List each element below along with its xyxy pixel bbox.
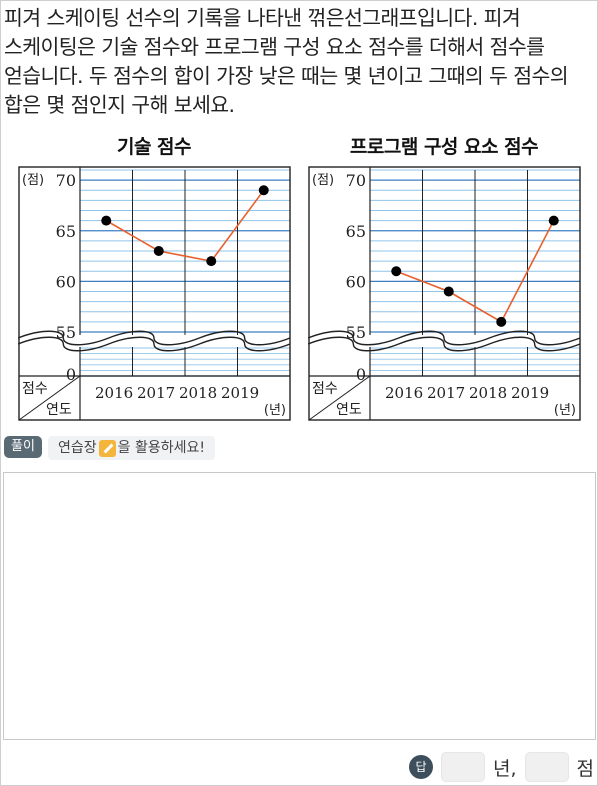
data-point-2019	[548, 215, 559, 226]
corner-diagonal	[18, 375, 81, 421]
x-tick-label: 2016	[95, 384, 133, 402]
question-text: 피겨 스케이팅 선수의 기록을 나타낸 꺾은선그래프입니다. 피겨 스케이팅은 …	[4, 6, 569, 117]
x-tick-label: 2016	[385, 384, 423, 402]
x-tick-label: 2017	[427, 384, 465, 402]
y-tick-label: 70	[346, 171, 366, 190]
break-wave-top	[308, 330, 581, 346]
y-tick-label: 55	[56, 323, 76, 342]
x-tick-label: 2018	[179, 384, 217, 402]
y-tick-label: 70	[56, 171, 76, 190]
corner-label-year: 연도	[46, 402, 72, 418]
x-tick-label: 2019	[221, 384, 259, 402]
answer-year-unit: 년,	[492, 757, 517, 780]
x-tick-label: 2019	[511, 384, 549, 402]
data-point-2017	[153, 246, 164, 256]
y-tick-label: 60	[56, 272, 76, 291]
answer-score-input[interactable]	[524, 752, 569, 782]
chart-title-program: 프로그램 구성 요소 점수	[349, 136, 539, 158]
break-wave-bottom	[308, 336, 581, 352]
x-tick-label: 2018	[469, 384, 507, 402]
solution-label: 풀이	[4, 436, 42, 458]
break-wave-top	[18, 330, 291, 346]
data-point-2018	[496, 316, 507, 327]
y-tick-label: 65	[346, 222, 366, 241]
data-point-2017	[443, 286, 454, 297]
x-unit-label: (년)	[554, 403, 576, 418]
y-tick-label: 55	[346, 323, 366, 342]
answer-year-input[interactable]	[440, 752, 485, 782]
x-tick-label: 2017	[137, 384, 175, 402]
answer-badge: 답	[408, 755, 433, 779]
hint-text-before: 연습장	[58, 440, 97, 456]
series-line	[395, 220, 555, 323]
chart-frame	[18, 166, 291, 421]
series-line	[105, 189, 265, 263]
y-unit-label: (점)	[312, 173, 334, 188]
break-wave-bottom	[18, 336, 291, 352]
notepad-icon	[98, 439, 116, 457]
data-point-2019	[258, 185, 269, 196]
corner-label-score: 점수	[22, 381, 48, 397]
chart-frame	[308, 166, 581, 421]
answer-score-unit: 점	[576, 757, 594, 780]
y-tick-label: 0	[66, 365, 76, 384]
answer-row: 답 년, 점	[408, 750, 594, 784]
y-tick-label: 65	[56, 222, 76, 241]
corner-diagonal	[308, 375, 371, 421]
x-unit-label: (년)	[264, 403, 286, 418]
y-unit-label: (점)	[22, 173, 44, 188]
data-point-2016	[101, 215, 112, 226]
y-tick-label: 60	[346, 272, 366, 291]
hint-text-after: 을 활용하세요!	[117, 440, 205, 456]
chart-title-technical: 기술 점수	[116, 136, 192, 158]
solution-work-area[interactable]	[3, 472, 596, 740]
corner-label-score: 점수	[312, 381, 338, 397]
data-point-2018	[206, 256, 217, 267]
data-point-2016	[391, 266, 402, 277]
corner-label-year: 연도	[336, 402, 362, 418]
y-tick-label: 0	[356, 365, 366, 384]
practice-hint[interactable]: 연습장 을 활용하세요!	[48, 436, 215, 460]
